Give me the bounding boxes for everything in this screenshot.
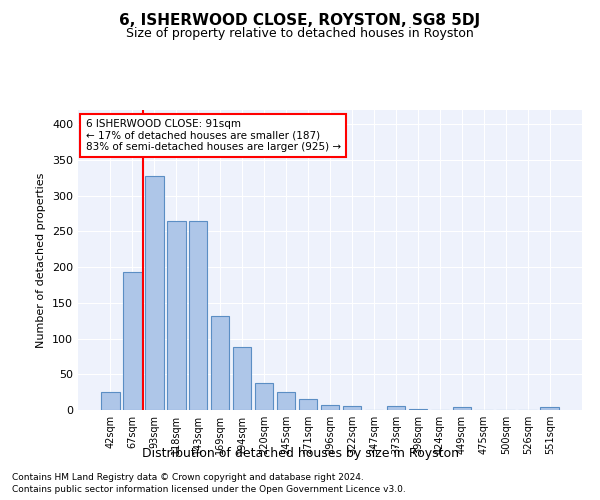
Bar [452,407,471,410]
Text: Size of property relative to detached houses in Royston: Size of property relative to detached ho… [126,28,474,40]
Bar [343,406,361,410]
Bar [233,347,251,410]
Bar [320,405,340,410]
Bar [123,272,142,410]
Text: Contains public sector information licensed under the Open Government Licence v3: Contains public sector information licen… [12,485,406,494]
Bar [277,392,295,410]
Text: 6, ISHERWOOD CLOSE, ROYSTON, SG8 5DJ: 6, ISHERWOOD CLOSE, ROYSTON, SG8 5DJ [119,12,481,28]
Bar [409,408,427,410]
Bar [101,392,119,410]
Bar [145,176,164,410]
Text: Contains HM Land Registry data © Crown copyright and database right 2024.: Contains HM Land Registry data © Crown c… [12,472,364,482]
Bar [299,400,317,410]
Bar [211,316,229,410]
Text: 6 ISHERWOOD CLOSE: 91sqm
← 17% of detached houses are smaller (187)
83% of semi-: 6 ISHERWOOD CLOSE: 91sqm ← 17% of detach… [86,119,341,152]
Bar [386,406,405,410]
Bar [255,383,274,410]
Text: Distribution of detached houses by size in Royston: Distribution of detached houses by size … [142,448,458,460]
Bar [541,407,559,410]
Bar [189,220,208,410]
Y-axis label: Number of detached properties: Number of detached properties [37,172,46,348]
Bar [167,220,185,410]
